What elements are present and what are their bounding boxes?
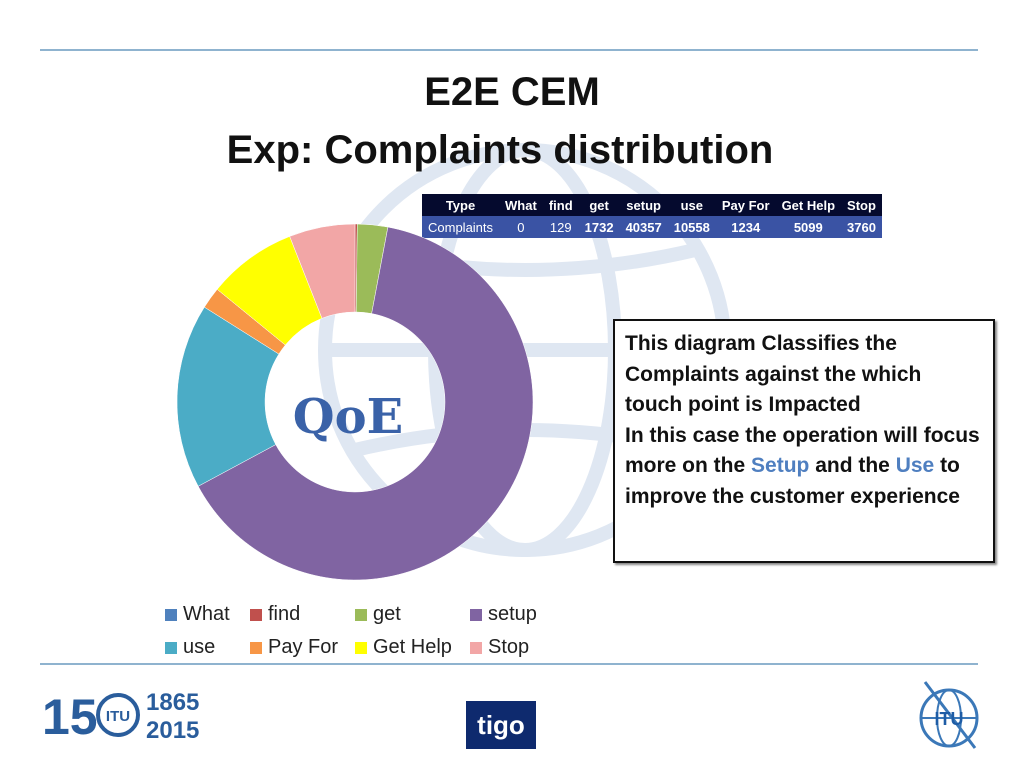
itu-text: ITU bbox=[935, 709, 964, 729]
table-header: get bbox=[578, 194, 620, 216]
legend-label: get bbox=[373, 603, 401, 625]
table-header: Pay For bbox=[715, 194, 776, 216]
table-cell: 5099 bbox=[775, 216, 842, 238]
legend-label: Stop bbox=[488, 636, 530, 658]
legend-swatch bbox=[470, 641, 482, 654]
legend-item: get bbox=[355, 603, 401, 626]
table-header: Type bbox=[422, 194, 500, 216]
page-subtitle: Exp: Complaints distribution bbox=[226, 128, 774, 172]
slice-stop bbox=[289, 223, 356, 319]
slice-setup bbox=[197, 226, 534, 581]
table-header: find bbox=[542, 194, 579, 216]
legend-item: find bbox=[250, 603, 300, 626]
legend-swatch bbox=[355, 608, 367, 621]
explanation-text: In this case the operation will focus mo… bbox=[625, 423, 980, 478]
legend-swatch bbox=[165, 641, 177, 654]
itu-logo-text: ITU bbox=[106, 708, 130, 725]
legend-label: Get Help bbox=[373, 636, 452, 658]
legend-item: Pay For bbox=[250, 636, 338, 659]
legend-item: use bbox=[165, 636, 215, 659]
legend-item: Stop bbox=[470, 636, 529, 659]
table-header-row: Type What find get setup use Pay For Get… bbox=[422, 194, 882, 216]
explanation-text: and the bbox=[809, 454, 896, 477]
itu-150-logo: 15 ITU 1865 2015 bbox=[42, 689, 199, 742]
table-cell: Complaints bbox=[422, 216, 500, 238]
legend-item: What bbox=[165, 603, 230, 626]
table-header: use bbox=[667, 194, 716, 216]
table-cell: 129 bbox=[542, 216, 579, 238]
table-header: setup bbox=[619, 194, 668, 216]
legend-swatch bbox=[250, 641, 262, 654]
table-cell: 3760 bbox=[841, 216, 882, 238]
table-cell: 40357 bbox=[619, 216, 668, 238]
legend-item: Get Help bbox=[355, 636, 452, 659]
year-1865: 1865 bbox=[146, 689, 199, 716]
tigo-logo: tigo bbox=[466, 701, 536, 749]
explanation-box: This diagram Classifies the Complaints a… bbox=[613, 319, 995, 563]
table-header: What bbox=[499, 194, 543, 216]
complaints-doughnut-chart: QoE bbox=[176, 223, 534, 581]
table-header: Stop bbox=[841, 194, 882, 216]
legend-label: Pay For bbox=[268, 636, 339, 658]
table-cell: 1732 bbox=[578, 216, 620, 238]
legend-label: setup bbox=[488, 603, 537, 625]
table-cell: 0 bbox=[499, 216, 543, 238]
legend-swatch bbox=[355, 641, 367, 654]
legend-label: What bbox=[183, 603, 230, 625]
legend-label: use bbox=[183, 636, 216, 658]
top-divider bbox=[40, 49, 978, 51]
table-cell: 1234 bbox=[715, 216, 776, 238]
legend-swatch bbox=[250, 608, 262, 621]
tigo-logo-text: tigo bbox=[477, 709, 525, 740]
year-2015: 2015 bbox=[146, 717, 199, 742]
table-cell: 10558 bbox=[667, 216, 716, 238]
legend-swatch bbox=[165, 608, 177, 621]
explanation-text: to improve the customer experience bbox=[625, 454, 960, 508]
explanation-text: This diagram Classifies the Complaints a… bbox=[625, 332, 922, 416]
anniversary-number: 15 bbox=[42, 689, 98, 742]
legend-item: setup bbox=[470, 603, 537, 626]
qoe-center-label: QoE bbox=[293, 389, 403, 445]
page-title: E2E CEM bbox=[424, 70, 600, 114]
legend-label: find bbox=[268, 603, 301, 625]
use-highlight: Use bbox=[895, 454, 935, 477]
complaints-table: Type What find get setup use Pay For Get… bbox=[422, 194, 882, 238]
bottom-divider bbox=[40, 663, 978, 665]
table-row: Complaints 0 129 1732 40357 10558 1234 5… bbox=[422, 216, 882, 238]
legend-swatch bbox=[470, 608, 482, 621]
setup-highlight: Setup bbox=[751, 454, 810, 477]
table-header: Get Help bbox=[775, 194, 842, 216]
itu-logo: ITU bbox=[919, 681, 979, 749]
